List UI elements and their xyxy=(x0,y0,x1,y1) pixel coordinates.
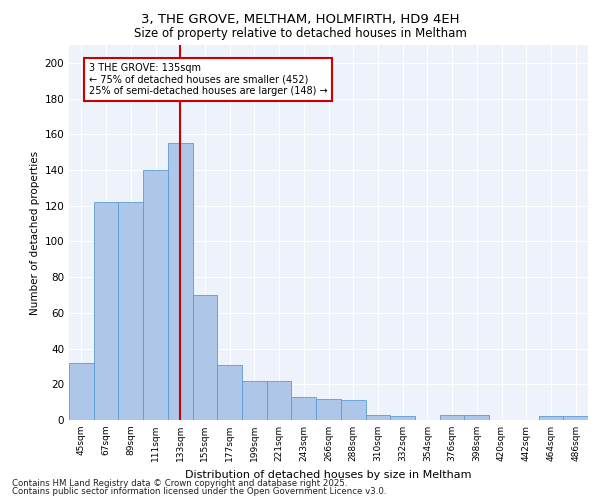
Bar xyxy=(69,363,94,420)
Text: Contains HM Land Registry data © Crown copyright and database right 2025.: Contains HM Land Registry data © Crown c… xyxy=(12,478,347,488)
Bar xyxy=(464,414,489,420)
Bar xyxy=(94,202,118,420)
Bar xyxy=(118,202,143,420)
X-axis label: Distribution of detached houses by size in Meltham: Distribution of detached houses by size … xyxy=(185,470,472,480)
Bar xyxy=(217,364,242,420)
Bar xyxy=(440,414,464,420)
Bar xyxy=(143,170,168,420)
Bar xyxy=(563,416,588,420)
Y-axis label: Number of detached properties: Number of detached properties xyxy=(30,150,40,314)
Bar xyxy=(341,400,365,420)
Bar xyxy=(267,380,292,420)
Bar xyxy=(242,380,267,420)
Text: Contains public sector information licensed under the Open Government Licence v3: Contains public sector information licen… xyxy=(12,487,386,496)
Bar xyxy=(390,416,415,420)
Bar xyxy=(539,416,563,420)
Bar xyxy=(168,143,193,420)
Text: Size of property relative to detached houses in Meltham: Size of property relative to detached ho… xyxy=(134,28,466,40)
Bar xyxy=(365,414,390,420)
Bar xyxy=(292,397,316,420)
Text: 3 THE GROVE: 135sqm
← 75% of detached houses are smaller (452)
25% of semi-detac: 3 THE GROVE: 135sqm ← 75% of detached ho… xyxy=(89,63,328,96)
Bar xyxy=(316,398,341,420)
Text: 3, THE GROVE, MELTHAM, HOLMFIRTH, HD9 4EH: 3, THE GROVE, MELTHAM, HOLMFIRTH, HD9 4E… xyxy=(141,12,459,26)
Bar xyxy=(193,295,217,420)
